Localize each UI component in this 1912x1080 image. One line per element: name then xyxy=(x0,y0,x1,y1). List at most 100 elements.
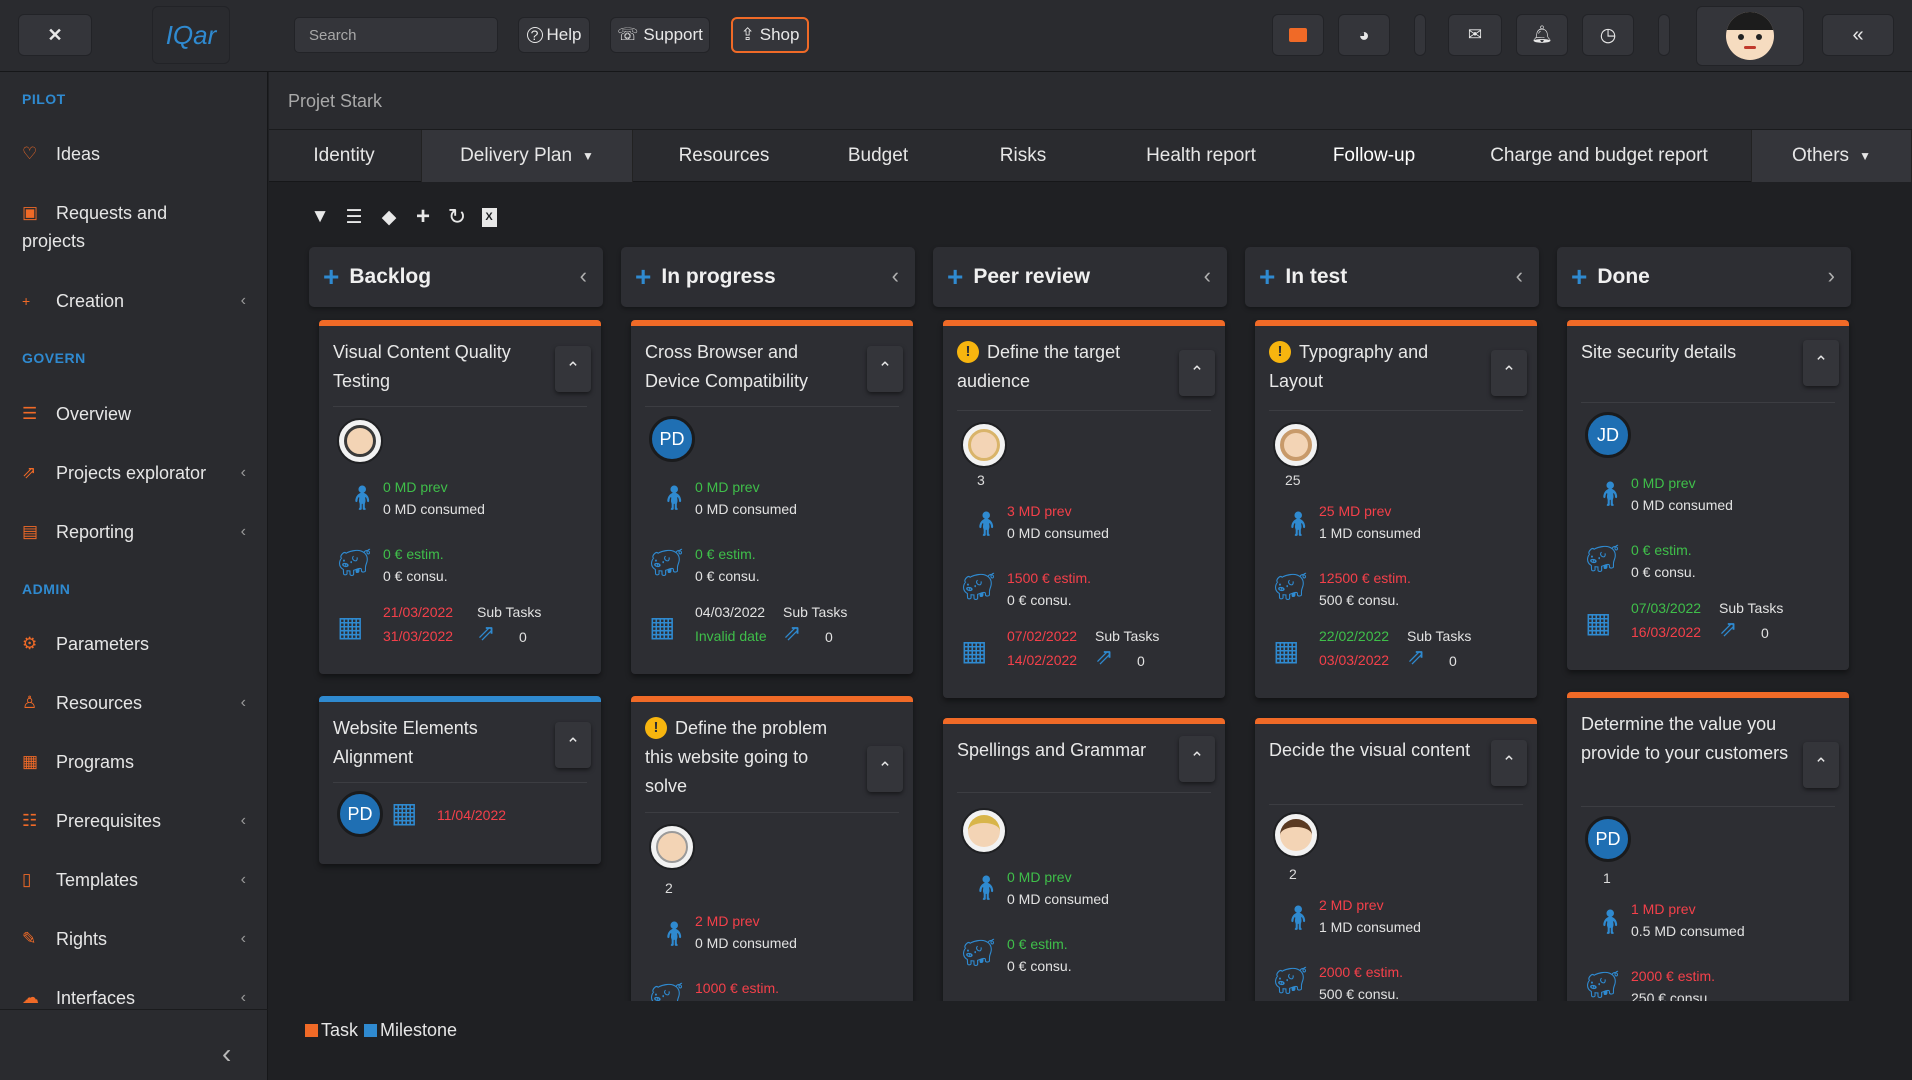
share-icon[interactable]: ⇗ xyxy=(1407,644,1426,669)
collapse-card-button[interactable]: ⌃ xyxy=(1179,736,1215,782)
warning-icon: ! xyxy=(1269,340,1291,363)
task-card[interactable]: ! Define the target audience ⌃ 3 🧍︎ 3 MD … xyxy=(943,320,1225,698)
chat-icon xyxy=(1289,28,1307,42)
chevron-left-icon[interactable]: ‹ xyxy=(579,263,587,288)
task-card[interactable]: Site security details ⌃ JD 🧍︎ 0 MD prev … xyxy=(1567,320,1849,670)
tab-delivery-plan[interactable]: Delivery Plan ▼ xyxy=(421,130,633,182)
task-card[interactable]: ! Typography and Layout ⌃ 25 🧍︎ 25 MD pre… xyxy=(1255,320,1537,698)
chevron-right-icon[interactable]: › xyxy=(1827,263,1835,288)
collapse-card-button[interactable]: ⌃ xyxy=(555,346,591,392)
notifications-button[interactable]: 🔔︎ xyxy=(1516,14,1568,56)
support-button[interactable]: ☏ Support xyxy=(610,17,710,53)
column-title: Backlog xyxy=(349,265,432,288)
task-card[interactable]: Decide the visual content ⌃ 2 🧍︎ 2 MD pr… xyxy=(1255,718,1537,1001)
chat-button[interactable] xyxy=(1272,14,1324,56)
collapse-card-button[interactable]: ⌃ xyxy=(1179,350,1215,396)
add-card-button[interactable]: + xyxy=(635,261,652,292)
user-avatar-button[interactable] xyxy=(1696,6,1804,66)
tag-button[interactable]: ◆ xyxy=(376,204,402,230)
filter-button[interactable]: ▼ xyxy=(307,204,333,230)
collapse-card-button[interactable]: ⌃ xyxy=(1803,340,1839,386)
task-card[interactable]: Spellings and Grammar ⌃ 🧍︎ 0 MD prev 0 M… xyxy=(943,718,1225,1001)
sidebar-item-programs[interactable]: ▦ Programs xyxy=(22,748,250,776)
sidebar-item-templates[interactable]: ▯ Templates ‹ xyxy=(22,866,250,894)
subtasks-label: Sub Tasks xyxy=(783,604,848,620)
sidebar-item-rights[interactable]: ✎ Rights ‹ xyxy=(22,925,250,953)
list-view-button[interactable]: ☰ xyxy=(341,204,367,230)
person-icon: 🧍︎ xyxy=(971,875,1002,902)
collapse-menu-button[interactable]: ‹ xyxy=(222,1038,232,1069)
sidebar-item-creation[interactable]: + Creation ‹ xyxy=(22,287,250,315)
tab-identity[interactable]: Identity xyxy=(269,130,419,182)
budget-estim: 0 € estim. xyxy=(383,546,444,562)
tab-others[interactable]: Others ▼ xyxy=(1751,130,1912,182)
chevron-left-icon[interactable]: ‹ xyxy=(1203,263,1211,288)
collapse-sidebar-button[interactable]: « xyxy=(1822,14,1894,56)
sidebar-item-ideas[interactable]: ♡ Ideas xyxy=(22,140,250,168)
refresh-button[interactable]: ↻ xyxy=(444,204,470,230)
add-button[interactable]: + xyxy=(410,203,436,230)
collapse-card-button[interactable]: ⌃ xyxy=(867,746,903,792)
chevron-left-icon[interactable]: ‹ xyxy=(891,263,899,288)
sidebar-item-label: Resources xyxy=(56,693,143,713)
history-button[interactable]: ◷ xyxy=(1582,14,1634,56)
collapse-card-button[interactable]: ⌃ xyxy=(1491,350,1527,396)
avatar xyxy=(1273,812,1319,858)
subtasks-count: 0 xyxy=(1137,653,1145,669)
toolbar-divider xyxy=(1414,14,1426,56)
share-icon[interactable]: ⇗ xyxy=(477,620,496,645)
collapse-card-button[interactable]: ⌃ xyxy=(867,346,903,392)
warning-icon: ! xyxy=(645,716,667,739)
sidebar-item-overview[interactable]: ☰ Overview xyxy=(22,400,250,428)
chevron-left-icon[interactable]: ‹ xyxy=(1515,263,1523,288)
share-icon[interactable]: ⇗ xyxy=(1095,644,1114,669)
share-icon[interactable]: ⇗ xyxy=(1719,616,1738,641)
person-icon: 🧍︎ xyxy=(1595,909,1626,936)
collapse-card-button[interactable]: ⌃ xyxy=(1491,740,1527,786)
budget-consu: 0 € consu. xyxy=(383,568,448,584)
tab-health-report[interactable]: Health report xyxy=(1103,130,1299,182)
add-card-button[interactable]: + xyxy=(947,261,964,292)
share-icon[interactable]: ⇗ xyxy=(783,620,802,645)
collapse-card-button[interactable]: ⌃ xyxy=(1803,742,1839,788)
sidebar-item-interfaces[interactable]: ☁ Interfaces ‹ xyxy=(22,984,250,1012)
tab-risks[interactable]: Risks xyxy=(943,130,1103,182)
sidebar-item-parameters[interactable]: ⚙ Parameters xyxy=(22,630,250,658)
task-card[interactable]: Visual Content Quality Testing ⌃ 🧍︎ 0 MD… xyxy=(319,320,601,674)
help-button[interactable]: ? Help xyxy=(518,17,590,53)
sidebar-item-projects-explorator[interactable]: ⇗ Projects explorator ‹ xyxy=(22,459,250,487)
tab-charge-budget-report[interactable]: Charge and budget report xyxy=(1449,130,1749,182)
toolbar-divider xyxy=(1658,14,1670,56)
sidebar-item-prerequisites[interactable]: ☷ Prerequisites ‹ xyxy=(22,807,250,835)
add-card-button[interactable]: + xyxy=(323,261,340,292)
task-card[interactable]: Determine the value you provide to your … xyxy=(1567,692,1849,1001)
date-end: 03/03/2022 xyxy=(1319,652,1390,668)
piggy-bank-icon: 🐖︎ xyxy=(337,547,373,578)
logo[interactable]: IQar xyxy=(152,6,230,64)
date: 11/04/2022 xyxy=(437,807,507,823)
collapse-card-button[interactable]: ⌃ xyxy=(555,722,591,768)
sidebar-item-requests[interactable]: ▣ Requests and projects xyxy=(22,199,250,255)
milestone-card[interactable]: Website Elements Alignment ⌃ PD ▦ 11/04/… xyxy=(319,696,601,864)
tab-follow-up[interactable]: Follow-up xyxy=(1299,130,1449,182)
search-input[interactable] xyxy=(294,17,498,53)
sidebar-item-label: Programs xyxy=(56,752,135,772)
task-card[interactable]: ! Define the problem this website going t… xyxy=(631,696,913,1001)
add-card-button[interactable]: + xyxy=(1571,261,1588,292)
mail-button[interactable]: ✉ xyxy=(1448,14,1502,56)
close-icon: ✕ xyxy=(47,24,63,45)
avatar xyxy=(961,808,1007,854)
export-excel-button[interactable]: X xyxy=(476,204,502,230)
sidebar-item-reporting[interactable]: ▤ Reporting ‹ xyxy=(22,518,250,546)
add-card-button[interactable]: + xyxy=(1259,261,1276,292)
sidebar-item-resources[interactable]: ♙ Resources ‹ xyxy=(22,689,250,717)
sidebar-footer-divider xyxy=(0,1009,268,1010)
date-end: 16/03/2022 xyxy=(1631,624,1702,640)
tab-resources[interactable]: Resources xyxy=(635,130,813,182)
close-button[interactable]: ✕ xyxy=(18,14,92,56)
tab-budget[interactable]: Budget xyxy=(813,130,943,182)
task-card[interactable]: Cross Browser and Device Compatibility ⌃… xyxy=(631,320,913,674)
shop-button[interactable]: ⇪ Shop xyxy=(731,17,809,53)
help-label: Help xyxy=(546,25,582,44)
theme-button[interactable]: ◕ xyxy=(1338,14,1390,56)
